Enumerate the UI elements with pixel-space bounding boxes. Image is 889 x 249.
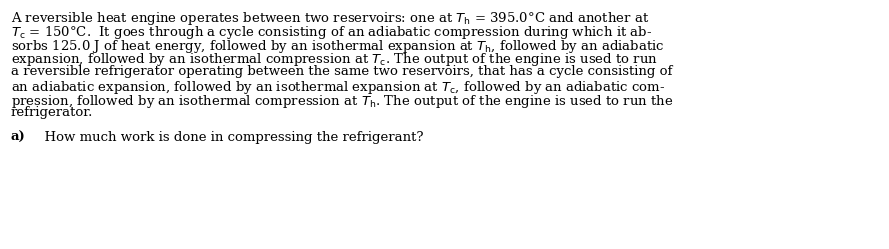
Text: $T_\mathrm{c}$ = 150°C.  It goes through a cycle consisting of an adiabatic comp: $T_\mathrm{c}$ = 150°C. It goes through …	[11, 24, 652, 41]
Text: A reversible heat engine operates between two reservoirs: one at $T_\mathrm{h}$ : A reversible heat engine operates betwee…	[11, 10, 649, 27]
Text: an adiabatic expansion, followed by an isothermal expansion at $T_\mathrm{c}$, f: an adiabatic expansion, followed by an i…	[11, 79, 665, 96]
Text: How much work is done in compressing the refrigerant?: How much work is done in compressing the…	[36, 131, 423, 144]
Text: pression, followed by an isothermal compression at $T_\mathrm{h}$. The output of: pression, followed by an isothermal comp…	[11, 93, 673, 110]
Text: a): a)	[11, 131, 26, 144]
Text: expansion, followed by an isothermal compression at $T_\mathrm{c}$. The output o: expansion, followed by an isothermal com…	[11, 51, 658, 68]
Text: a reversible refrigerator operating between the same two reservoirs, that has a : a reversible refrigerator operating betw…	[11, 65, 672, 78]
Text: refrigerator.: refrigerator.	[11, 106, 93, 119]
Text: sorbs 125.0 J of heat energy, followed by an isothermal expansion at $T_\mathrm{: sorbs 125.0 J of heat energy, followed b…	[11, 38, 664, 55]
